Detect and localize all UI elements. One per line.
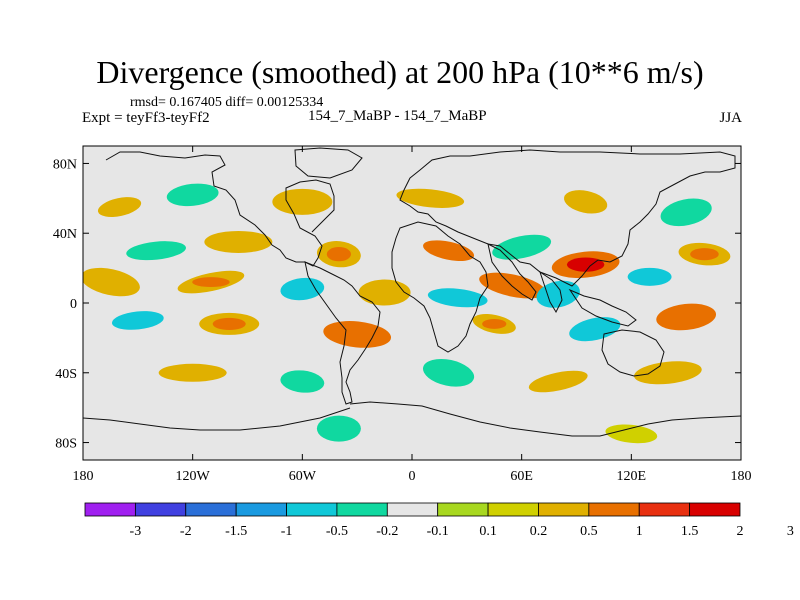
anomaly-blob <box>396 188 465 208</box>
anomaly-core <box>434 245 463 256</box>
colorbar-swatch <box>386 502 439 517</box>
anomaly-core <box>192 277 230 288</box>
case-label: 154_7_MaBP - 154_7_MaBP <box>308 108 487 124</box>
colorbar-swatch <box>538 502 590 517</box>
anomaly-blob <box>272 188 333 215</box>
x-tick-label: 0 <box>409 469 416 484</box>
anomaly-core <box>546 287 571 302</box>
anomaly-core <box>123 315 153 326</box>
experiment-label: Expt = teyFf3-teyFf2 <box>82 110 210 126</box>
colorbar-label: -0.5 <box>326 524 348 539</box>
anomaly-blob <box>492 234 552 260</box>
coastlines <box>83 147 741 437</box>
y-tick-label: 80S <box>55 437 77 452</box>
anomaly-core <box>441 292 475 303</box>
anomaly-blob <box>97 197 142 217</box>
anomaly-core <box>482 318 507 329</box>
anomaly-core <box>338 327 376 342</box>
colorbar-swatch <box>185 502 237 517</box>
anomaly-blob <box>528 370 588 393</box>
anomaly-core <box>690 248 719 261</box>
colorbar-label: 1.5 <box>681 524 699 539</box>
colorbar-swatch <box>84 502 136 517</box>
colorbar-swatch <box>638 502 691 517</box>
anomaly-blob <box>316 415 361 442</box>
anomaly-core <box>326 247 351 262</box>
colorbar-swatch <box>235 502 287 517</box>
anomaly-blob <box>280 370 325 393</box>
colorbar-swatch <box>286 502 338 517</box>
x-tick-label: 120E <box>617 469 647 484</box>
y-tick-label: 40N <box>53 227 77 242</box>
x-tick-label: 60E <box>510 469 533 484</box>
anomaly-blob <box>605 424 658 444</box>
colorbar-swatch <box>336 502 388 517</box>
x-tick-label: 60W <box>289 469 317 484</box>
anomaly-blob <box>158 363 227 382</box>
x-tick-label: 180 <box>73 469 94 484</box>
anomaly-core <box>580 323 610 336</box>
x-tick-label: 180 <box>731 469 752 484</box>
anomaly-field <box>83 183 731 444</box>
stats-label: rmsd= 0.167405 diff= 0.00125334 <box>130 95 324 110</box>
anomaly-core <box>637 271 662 282</box>
y-tick-label: 0 <box>70 297 77 312</box>
anomaly-core <box>566 257 605 272</box>
colorbar-label: -1.5 <box>225 524 247 539</box>
colorbar-label: -2 <box>180 524 192 539</box>
colorbar-swatch <box>588 502 640 517</box>
colorbar-label: 0.2 <box>530 524 548 539</box>
colorbar-swatch <box>134 502 187 517</box>
anomaly-core <box>290 282 315 296</box>
anomaly-blob <box>358 279 411 306</box>
colorbar-label: 1 <box>636 524 643 539</box>
colorbar-label: -0.1 <box>427 524 449 539</box>
colorbar-label: -0.2 <box>376 524 398 539</box>
anomaly-blob <box>634 361 702 385</box>
anomaly-blob <box>83 267 140 297</box>
colorbar-swatch <box>437 502 489 517</box>
colorbar-label: 3 <box>787 524 794 539</box>
colorbar-swatch <box>487 502 539 517</box>
anomaly-blob <box>563 190 608 214</box>
colorbar-label: 0.5 <box>580 524 598 539</box>
chart-title: Divergence (smoothed) at 200 hPa (10**6 … <box>96 54 704 90</box>
anomaly-core <box>669 309 703 325</box>
anomaly-blob <box>422 358 475 387</box>
season-label: JJA <box>719 110 742 126</box>
anomaly-core <box>212 317 246 330</box>
anomaly-blob <box>126 241 186 261</box>
colorbar-label: -1 <box>281 524 293 539</box>
colorbar: -3 -2 -1.5 -1 -0.5 -0.2 -0.1 0.1 0.2 0.5 1 1.5 2 3 <box>84 502 794 539</box>
colorbar-swatch <box>689 502 741 517</box>
colorbar-label: 0.1 <box>479 524 497 539</box>
colorbar-label: 2 <box>737 524 744 539</box>
y-tick-label: 80N <box>53 157 77 172</box>
anomaly-blob <box>660 198 712 227</box>
y-tick-label: 40S <box>55 367 77 382</box>
anomaly-blob <box>204 230 273 253</box>
colorbar-label: -3 <box>130 524 142 539</box>
axis-ticks: 180 120W 60W 0 60E 120E 180 80N 40N 0 40S 80S <box>53 146 752 484</box>
x-tick-label: 120W <box>176 469 211 484</box>
anomaly-core <box>493 279 532 292</box>
anomaly-blob <box>166 183 219 207</box>
